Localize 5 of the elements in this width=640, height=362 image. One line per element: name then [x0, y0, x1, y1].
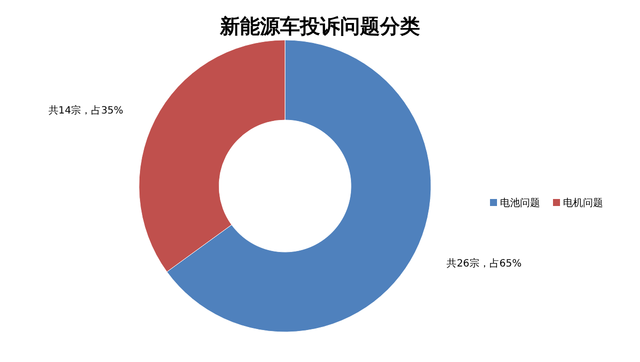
data-label: 共14宗，占35%	[48, 104, 124, 117]
chart-title: 新能源车投诉问题分类	[219, 14, 420, 38]
legend-label: 电机问题	[563, 197, 603, 209]
data-label: 共26宗，占65%	[446, 257, 522, 270]
legend-label: 电池问题	[500, 197, 540, 209]
